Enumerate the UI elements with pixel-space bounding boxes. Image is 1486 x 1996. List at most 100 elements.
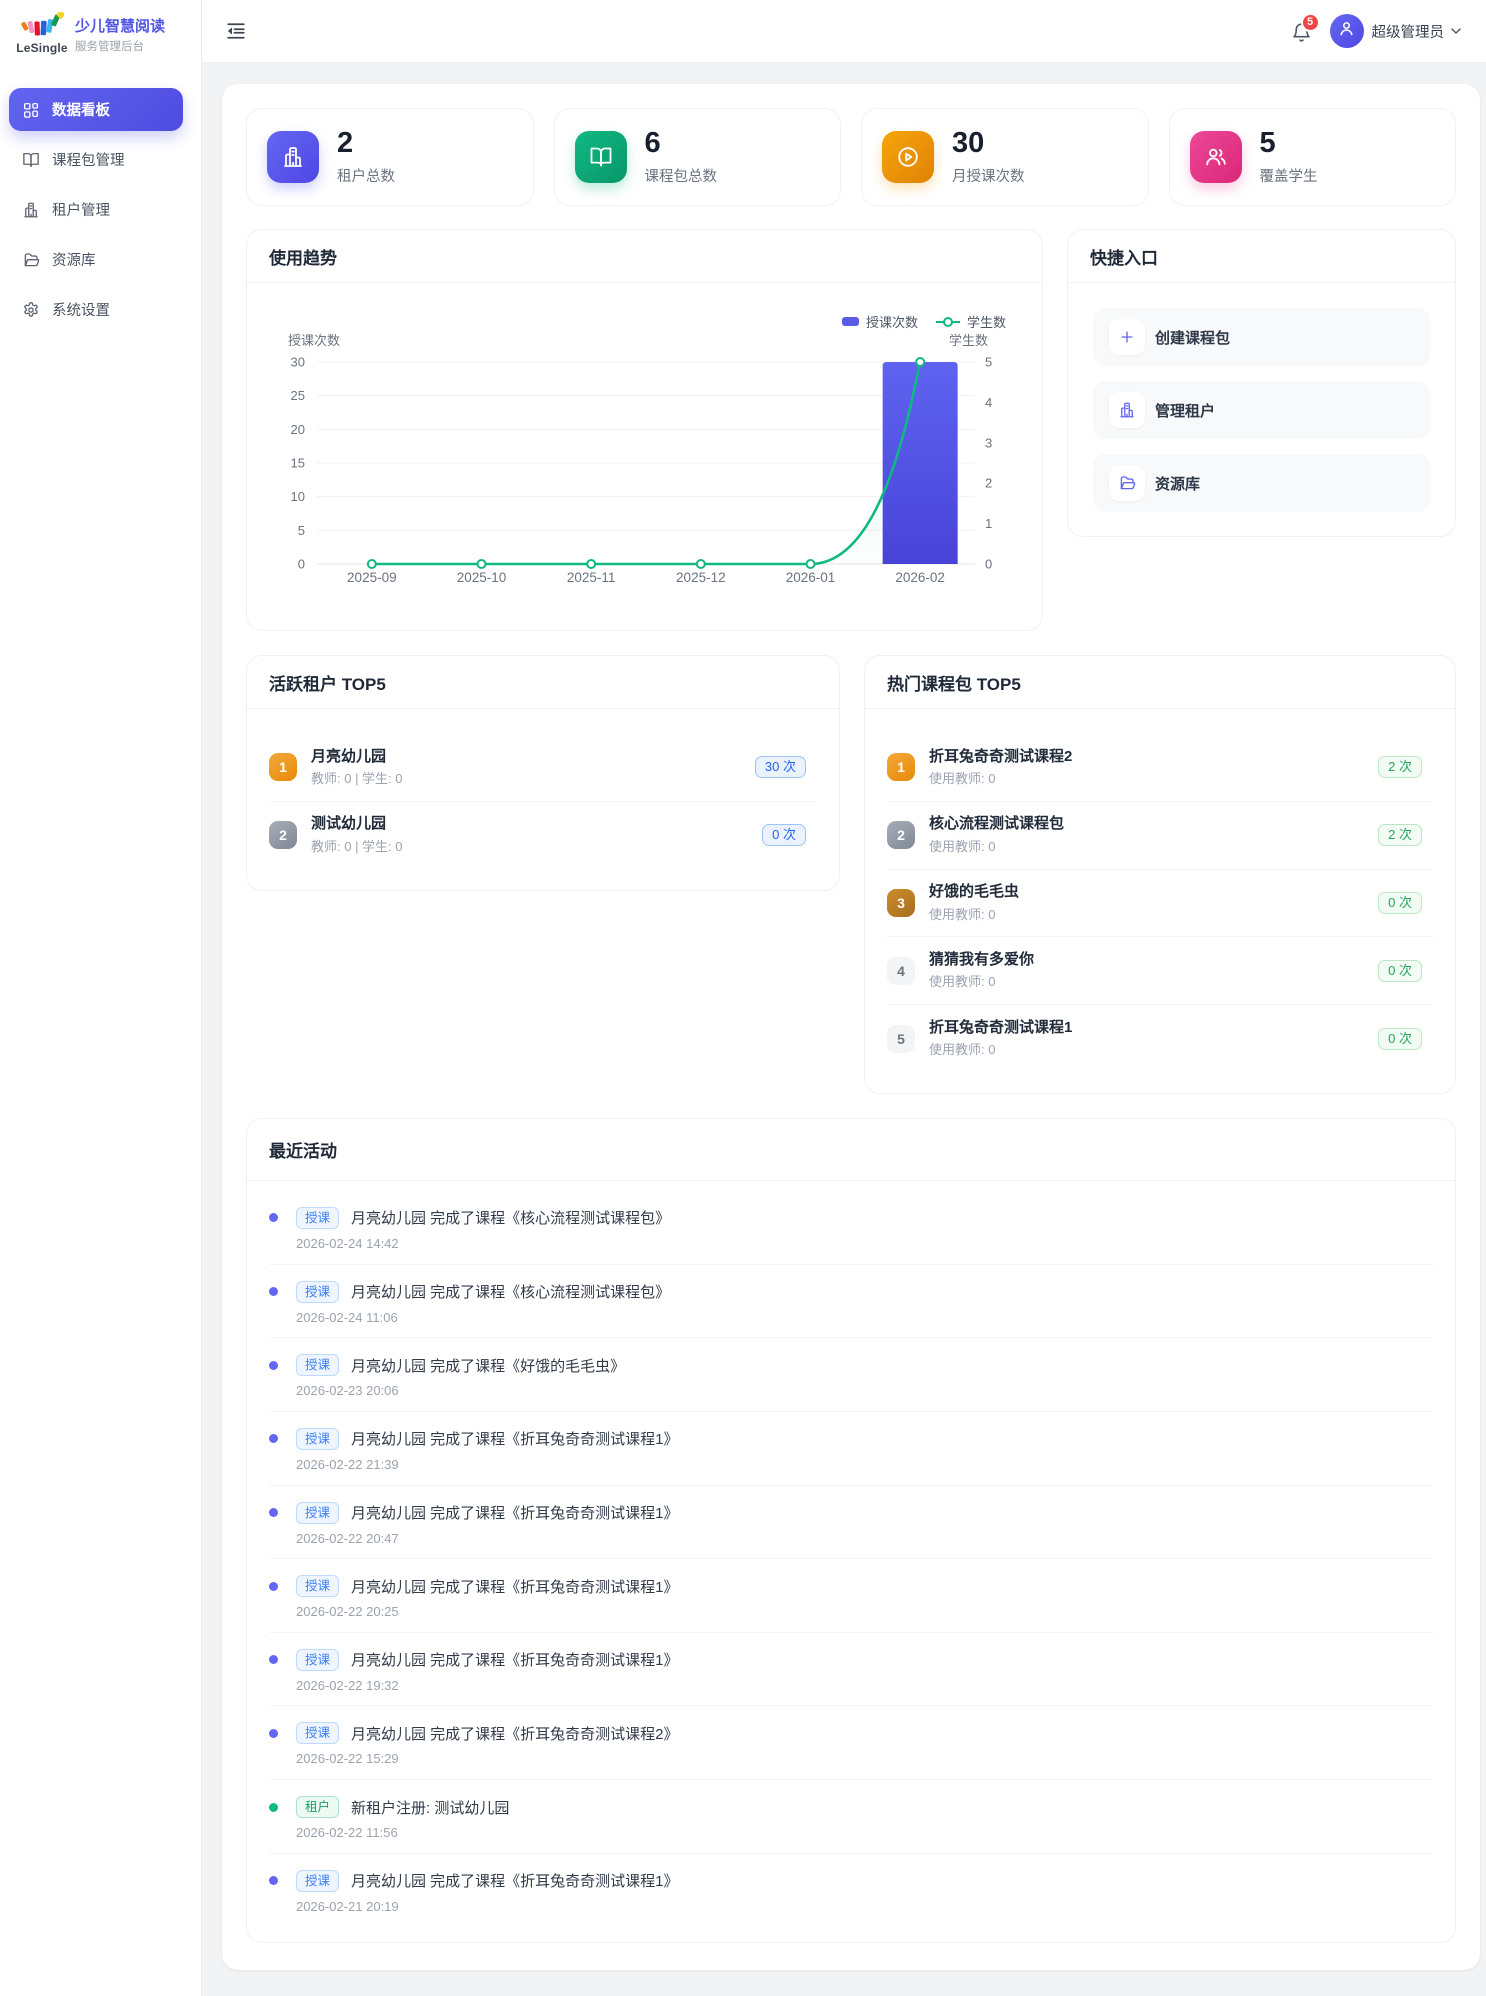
activity-text: 月亮幼儿园 完成了课程《折耳兔奇奇测试课程1》 bbox=[351, 1431, 679, 1449]
activity-tag: 授课 bbox=[296, 1722, 340, 1745]
topbar-right: 5 超级管理员 bbox=[1291, 13, 1464, 48]
count-badge: 0 次 bbox=[1378, 891, 1422, 914]
rank-meta: 使用教师: 0 bbox=[929, 1042, 996, 1058]
activity-time: 2026-02-22 11:56 bbox=[296, 1825, 398, 1841]
rank-meta: 教师: 0 | 学生: 0 bbox=[311, 838, 403, 854]
user-name[interactable]: 超级管理员 bbox=[1371, 24, 1445, 41]
activity-time: 2026-02-22 20:25 bbox=[296, 1604, 399, 1620]
quick-card: 快捷入口 创建课程包 管理租户 资源库 bbox=[1067, 229, 1456, 537]
sidebar-menu: 数据看板 课程包管理 租户管理 资源库 系统设置 bbox=[0, 66, 201, 331]
activity-dot bbox=[269, 1287, 278, 1297]
activity-tag: 授课 bbox=[296, 1280, 340, 1303]
quick-entry-资源库[interactable]: 资源库 bbox=[1093, 454, 1430, 512]
sidebar-item-课程包管理[interactable]: 课程包管理 bbox=[9, 138, 183, 181]
folder-icon bbox=[1109, 465, 1145, 501]
x-axis-label: 2025-10 bbox=[457, 570, 507, 585]
packages-card-header: 热门课程包 TOP5 bbox=[865, 656, 1455, 709]
activity-dot bbox=[269, 1360, 278, 1370]
activity-time: 2026-02-24 11:06 bbox=[296, 1309, 398, 1325]
activity-line: 授课 月亮幼儿园 完成了课程《核心流程测试课程包》 bbox=[269, 1280, 1433, 1303]
rank-row: 3 好饿的毛毛虫 使用教师: 0 0 次 bbox=[887, 870, 1433, 938]
rank-badge: 5 bbox=[887, 1024, 915, 1053]
rank-name: 猜猜我有多爱你 bbox=[929, 950, 1035, 968]
legend-bar-swatch bbox=[841, 317, 859, 326]
activity-line: 授课 月亮幼儿园 完成了课程《折耳兔奇奇测试课程1》 bbox=[269, 1501, 1433, 1524]
notification-button[interactable]: 5 bbox=[1291, 13, 1320, 42]
tenants-card: 活跃租户 TOP5 1 月亮幼儿园 教师: 0 | 学生: 0 30 次 2 测… bbox=[246, 655, 840, 891]
activity-card-header: 最近活动 bbox=[247, 1119, 1455, 1181]
sidebar-item-租户管理[interactable]: 租户管理 bbox=[9, 188, 183, 231]
x-axis-label: 2026-01 bbox=[786, 570, 836, 585]
activity-line: 授课 月亮幼儿园 完成了课程《折耳兔奇奇测试课程1》 bbox=[269, 1869, 1433, 1892]
building-icon bbox=[1109, 392, 1145, 428]
count-badge: 0 次 bbox=[762, 824, 806, 847]
right-axis-tick: 3 bbox=[985, 435, 992, 450]
left-axis-tick: 5 bbox=[298, 523, 305, 538]
rank-badge: 4 bbox=[887, 956, 915, 985]
rank-badge: 2 bbox=[269, 821, 297, 850]
rank-meta: 使用教师: 0 bbox=[929, 771, 996, 786]
activity-dot bbox=[269, 1434, 278, 1444]
legend-line-label: 学生数 bbox=[966, 315, 1006, 330]
activity-line: 授课 月亮幼儿园 完成了课程《折耳兔奇奇测试课程1》 bbox=[269, 1575, 1433, 1598]
activity-text: 月亮幼儿园 完成了课程《折耳兔奇奇测试课程2》 bbox=[351, 1725, 679, 1743]
right-axis-tick: 5 bbox=[985, 355, 992, 370]
count-badge: 2 次 bbox=[1378, 756, 1422, 779]
stat-card: 6 课程包总数 bbox=[553, 108, 841, 206]
rank-badge: 3 bbox=[887, 888, 915, 917]
rank-badge: 1 bbox=[269, 753, 297, 782]
rank-info: 折耳兔奇奇测试课程2 使用教师: 0 bbox=[929, 748, 1378, 787]
stat-card: 5 覆盖学生 bbox=[1168, 108, 1456, 206]
rank-info: 折耳兔奇奇测试课程1 使用教师: 0 bbox=[929, 1019, 1378, 1058]
activity-text: 月亮幼儿园 完成了课程《折耳兔奇奇测试课程1》 bbox=[351, 1873, 679, 1891]
quick-entry-管理租户[interactable]: 管理租户 bbox=[1093, 381, 1430, 439]
activity-tag: 授课 bbox=[296, 1427, 340, 1450]
x-axis-label: 2025-11 bbox=[567, 570, 616, 585]
line-marker bbox=[366, 559, 377, 569]
rank-meta: 使用教师: 0 bbox=[929, 906, 996, 922]
stat-texts: 2 租户总数 bbox=[337, 127, 395, 186]
brand-logo-text: LeSingle bbox=[16, 41, 68, 55]
activity-text: 月亮幼儿园 完成了课程《折耳兔奇奇测试课程1》 bbox=[351, 1578, 679, 1596]
legend-item-line[interactable]: 学生数 bbox=[935, 312, 1006, 331]
activity-list: 授课 月亮幼儿园 完成了课程《核心流程测试课程包》 2026-02-24 14:… bbox=[247, 1181, 1455, 1942]
sidebar-collapse-button[interactable] bbox=[225, 20, 247, 42]
rank-info: 测试幼儿园 教师: 0 | 学生: 0 bbox=[311, 816, 762, 854]
quick-entry-创建课程包[interactable]: 创建课程包 bbox=[1093, 308, 1430, 366]
activity-tag: 授课 bbox=[296, 1869, 340, 1892]
sidebar-item-资源库[interactable]: 资源库 bbox=[9, 238, 183, 281]
sidebar-item-label: 资源库 bbox=[52, 253, 96, 269]
quick-card-title: 快捷入口 bbox=[1090, 248, 1158, 268]
right-axis-tick: 4 bbox=[985, 395, 992, 410]
avatar[interactable] bbox=[1329, 14, 1364, 48]
activity-time: 2026-02-23 20:06 bbox=[296, 1383, 399, 1399]
stat-value: 6 bbox=[644, 127, 661, 160]
sidebar-item-系统设置[interactable]: 系统设置 bbox=[9, 288, 183, 331]
stat-label: 月授课次数 bbox=[952, 168, 1025, 185]
brand-title: 少儿智慧阅读 bbox=[75, 17, 166, 35]
play-circle-icon bbox=[882, 131, 934, 183]
sidebar-item-label: 系统设置 bbox=[52, 303, 110, 319]
chart-legend: 授课次数 学生数 bbox=[841, 312, 1006, 331]
rank-row: 2 测试幼儿园 教师: 0 | 学生: 0 0 次 bbox=[269, 802, 817, 869]
stat-value: 2 bbox=[337, 127, 354, 160]
gear-icon bbox=[22, 301, 40, 319]
book-icon bbox=[22, 151, 40, 169]
legend-item-bar[interactable]: 授课次数 bbox=[841, 312, 918, 331]
activity-item: 授课 月亮幼儿园 完成了课程《折耳兔奇奇测试课程1》 2026-02-21 20… bbox=[269, 1854, 1433, 1927]
activity-item: 授课 月亮幼儿园 完成了课程《折耳兔奇奇测试课程2》 2026-02-22 15… bbox=[269, 1706, 1433, 1781]
chevron-down-icon[interactable] bbox=[1449, 24, 1463, 38]
activity-text: 新租户注册: 测试幼儿园 bbox=[351, 1799, 510, 1817]
activity-tag: 授课 bbox=[296, 1354, 340, 1377]
activity-text: 月亮幼儿园 完成了课程《折耳兔奇奇测试课程1》 bbox=[351, 1652, 679, 1670]
activity-dot bbox=[269, 1655, 278, 1665]
activity-item: 授课 月亮幼儿园 完成了课程《核心流程测试课程包》 2026-02-24 14:… bbox=[269, 1191, 1433, 1265]
tenants-list: 1 月亮幼儿园 教师: 0 | 学生: 0 30 次 2 测试幼儿园 教师: 0… bbox=[247, 709, 839, 890]
sidebar-item-数据看板[interactable]: 数据看板 bbox=[9, 88, 183, 131]
sidebar-item-label: 租户管理 bbox=[52, 203, 110, 219]
activity-time: 2026-02-22 21:39 bbox=[296, 1456, 399, 1472]
line-series bbox=[371, 361, 922, 566]
activity-text: 月亮幼儿园 完成了课程《好饿的毛毛虫》 bbox=[351, 1357, 626, 1375]
rank-info: 好饿的毛毛虫 使用教师: 0 bbox=[929, 884, 1378, 922]
activity-line: 授课 月亮幼儿园 完成了课程《核心流程测试课程包》 bbox=[269, 1206, 1433, 1229]
